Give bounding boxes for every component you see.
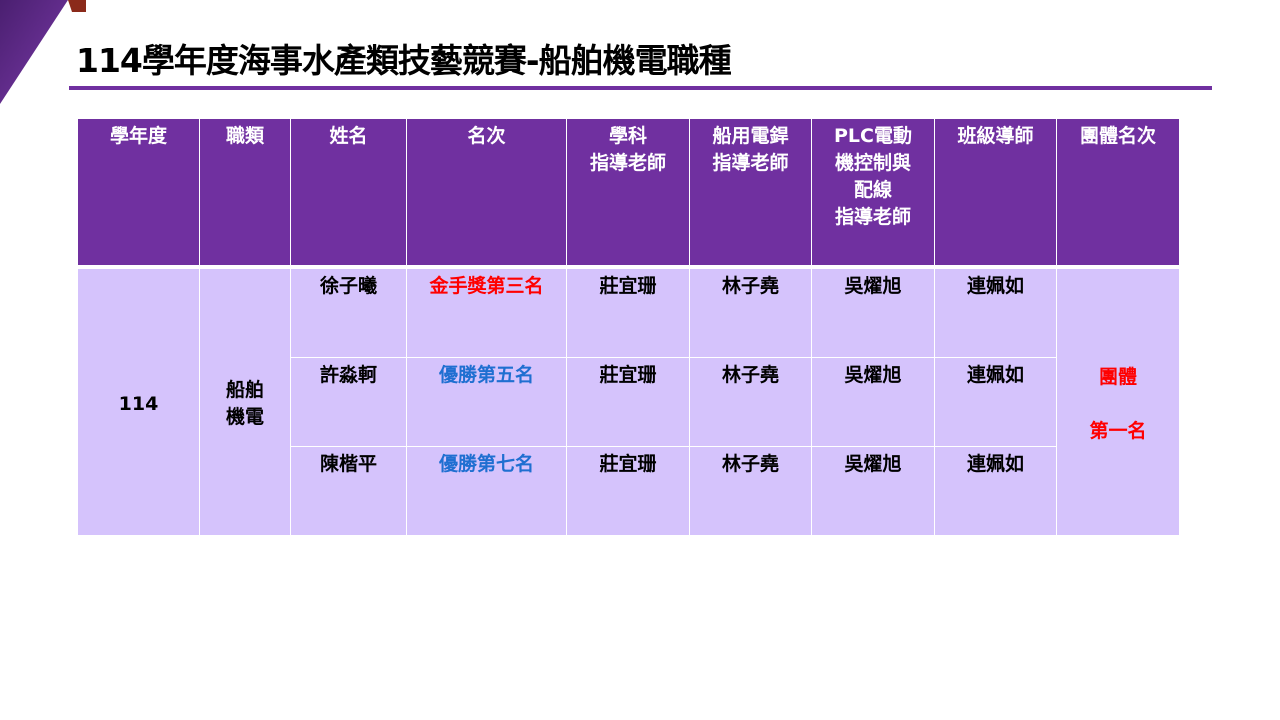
header-welding-teacher: 船用電銲 指導老師 — [689, 118, 812, 268]
rank-cell: 金手獎第三名 — [406, 266, 567, 358]
header-team-rank: 團體名次 — [1056, 118, 1180, 268]
category-cell: 船舶 機電 — [199, 266, 291, 536]
results-table: 學年度 職類 姓名 名次 學科 指導老師 船用電銲 指導老師 PLC電動 機控制與 配線 指… — [77, 118, 1180, 536]
welding-teacher: 林子堯 — [689, 357, 812, 447]
plc-teacher: 吳燿旭 — [811, 266, 935, 358]
header-category: 職類 — [199, 118, 291, 268]
table-row: 陳楷平 優勝第七名 莊宜珊 林子堯 吳燿旭 連姵如 — [78, 446, 1180, 536]
corner-decoration — [0, 0, 86, 104]
rank-cell: 優勝第七名 — [406, 446, 567, 536]
student-name: 許淼軻 — [290, 357, 407, 447]
header-name: 姓名 — [290, 118, 407, 268]
table-row: 114 船舶 機電 徐子曦 金手獎第三名 莊宜珊 林子堯 吳燿旭 連姵如 團體 第一名 — [77, 266, 1180, 536]
table-row: 許淼軻 優勝第五名 莊宜珊 林子堯 吳燿旭 連姵如 — [78, 357, 1180, 447]
title-divider — [69, 86, 1212, 90]
plc-teacher: 吳燿旭 — [811, 357, 935, 447]
header-rank: 名次 — [406, 118, 567, 268]
header-year: 學年度 — [77, 118, 200, 268]
student-name: 陳楷平 — [290, 446, 407, 536]
homeroom-teacher: 連姵如 — [934, 357, 1057, 447]
year-cell: 114 — [77, 266, 200, 536]
welding-teacher: 林子堯 — [689, 266, 812, 358]
team-rank-cell: 團體 第一名 — [1056, 266, 1180, 536]
page-title: 114學年度海事水產類技藝競賽-船舶機電職種 — [76, 41, 732, 80]
header-plc-teacher: PLC電動 機控制與 配線 指導老師 — [811, 118, 935, 268]
plc-teacher: 吳燿旭 — [811, 446, 935, 536]
header-subject-teacher: 學科 指導老師 — [566, 118, 690, 268]
subject-teacher: 莊宜珊 — [566, 266, 690, 358]
homeroom-teacher: 連姵如 — [934, 446, 1057, 536]
header-row: 學年度 職類 姓名 名次 學科 指導老師 船用電銲 指導老師 PLC電動 機控制與 配線 指… — [77, 118, 1180, 268]
rank-cell: 優勝第五名 — [406, 357, 567, 447]
header-homeroom-teacher: 班級導師 — [934, 118, 1057, 268]
student-name: 徐子曦 — [290, 266, 407, 358]
welding-teacher: 林子堯 — [689, 446, 812, 536]
homeroom-teacher: 連姵如 — [934, 266, 1057, 358]
subject-teacher: 莊宜珊 — [566, 357, 690, 447]
subject-teacher: 莊宜珊 — [566, 446, 690, 536]
